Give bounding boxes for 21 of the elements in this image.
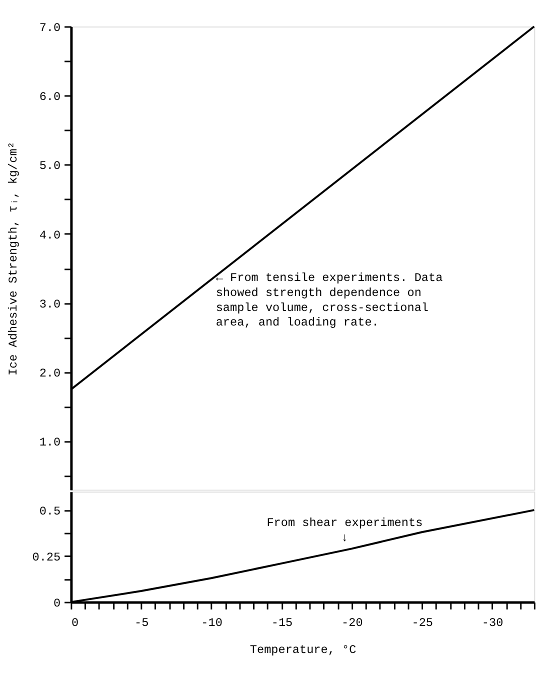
x-tick-label: 0: [71, 616, 79, 630]
y-axis-title: Ice Adhesive Strength, τᵢ, kg/cm²: [6, 142, 20, 376]
y-tick-label: 2.0: [39, 366, 61, 381]
annotation: ← From tensile experiments. Data showed strength dependence on sample volume, cross-sectional area, and loading rate.: [216, 271, 443, 330]
y-tick-label: 1.0: [39, 436, 61, 450]
x-tick-label: -5: [134, 616, 149, 630]
x-tick-label: -25: [412, 616, 434, 630]
x-tick-label: -15: [271, 616, 293, 630]
x-tick-label: -30: [482, 616, 504, 630]
y-tick-label: 3.0: [39, 297, 61, 312]
y-tick-label: 0: [54, 596, 61, 610]
y-tick-label: 4.0: [39, 228, 61, 242]
x-axis-title: Temperature, °C: [250, 642, 356, 657]
x-tick-label: -20: [342, 616, 363, 630]
y-tick-label: 0.25: [32, 550, 61, 564]
y-tick-label: 6.0: [39, 90, 61, 104]
y-tick-label: 5.0: [39, 159, 61, 174]
y-tick-label: 7.0: [39, 20, 61, 35]
y-tick-label: 0.5: [39, 504, 61, 518]
annotation: From shear experiments ↓: [266, 516, 423, 545]
x-tick-label: -10: [201, 616, 222, 630]
